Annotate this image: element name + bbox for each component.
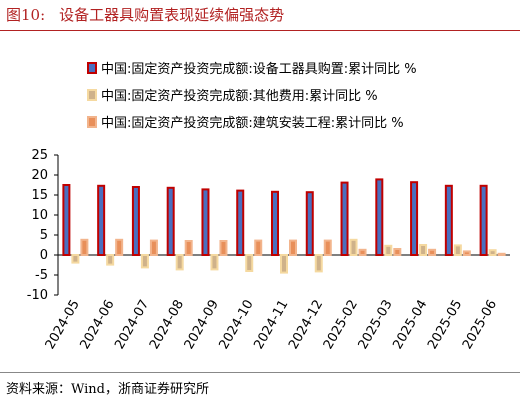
bar-series1-2024-11 [271,190,279,257]
bar-series2-2024-12 [314,254,323,273]
bar-series2-2025-04 [419,244,428,256]
axes [54,154,510,296]
bar-series3-2024-10 [254,239,263,257]
bar-series3-2025-05 [462,250,471,256]
bar-series1-2024-08 [166,186,175,256]
figure-label: 图10: [6,6,46,24]
bar-series3-2024-05 [80,238,89,257]
bar-series1-2025-02 [340,181,349,257]
bar-series2-2025-06 [488,249,497,256]
legend: 中国:固定资产投资完成额:设备工器具购置:累计同比 % 中国:固定资产投资完成额:… [87,61,417,131]
legend-label-2: 中国:固定资产投资完成额:其他费用:累计同比 % [101,88,378,104]
bar-series2-2024-07 [140,254,149,269]
bar-series1-2025-03 [375,178,384,256]
bar-series2-2024-06 [106,254,115,266]
bar-series2-2024-05 [71,254,80,264]
bars [62,178,506,274]
x-tick-label: 2025-06 [460,297,500,352]
bar-series2-2024-09 [210,254,219,271]
x-tick-labels: 2024-052024-062024-072024-082024-092024-… [43,297,500,352]
bar-series3-2024-09 [219,240,228,256]
bar-series3-2024-06 [115,238,124,257]
bar-series3-2024-12 [323,239,332,257]
bar-series1-2025-06 [479,184,488,256]
bar-series2-2025-05 [453,244,462,256]
bottom-rule [0,372,520,373]
y-tick-label: -10 [27,288,48,303]
legend-label-3: 中国:固定资产投资完成额:建筑安装工程:累计同比 % [101,115,404,131]
legend-swatch-3 [87,116,97,128]
bar-series2-2025-02 [349,238,358,257]
y-tick-label: 20 [31,168,48,183]
legend-label-1: 中国:固定资产投资完成额:设备工器具购置:累计同比 % [101,61,417,77]
bar-series3-2025-06 [497,252,506,257]
bar-series1-2025-05 [444,184,453,256]
bar-series3-2024-07 [149,239,158,257]
bar-series1-2024-10 [236,189,245,257]
bar-series1-2024-12 [305,191,314,256]
bar-series2-2025-03 [384,244,393,257]
title-rule [0,30,520,31]
y-tick-label: -5 [35,268,48,283]
y-tick-label: 15 [31,188,48,203]
bar-series3-2024-11 [289,239,297,257]
y-tick-label: 25 [31,148,48,163]
bar-series1-2024-09 [201,188,210,256]
y-tick-label: 0 [40,248,48,263]
bar-series1-2024-06 [97,184,106,256]
legend-swatch-2 [87,89,97,101]
y-tick-label: 10 [31,208,48,223]
bar-series3-2025-03 [393,248,402,256]
figure-title: 图10: 设备工器具购置表现延续偏强态势 [6,4,284,25]
y-tick-labels: 25 20 15 10 5 0 -5 -10 [27,148,48,303]
bar-series2-2024-08 [175,254,184,271]
bar-series1-2024-05 [62,184,71,256]
bar-series1-2024-07 [131,186,140,256]
bar-series3-2024-08 [184,240,193,256]
bar-chart: 中国:固定资产投资完成额:设备工器具购置:累计同比 % 中国:固定资产投资完成额:… [27,61,510,352]
bar-series3-2025-02 [358,248,367,257]
bar-series2-2024-11 [280,254,288,274]
figure-title-text: 设备工器具购置表现延续偏强态势 [59,6,285,24]
source-note: 资料来源：Wind，浙商证券研究所 [6,382,209,397]
legend-swatch-1 [87,62,97,74]
y-tick-label: 5 [40,228,48,243]
bar-series3-2025-04 [428,248,437,257]
bar-series1-2025-04 [410,181,419,256]
bar-series2-2024-10 [245,254,254,272]
